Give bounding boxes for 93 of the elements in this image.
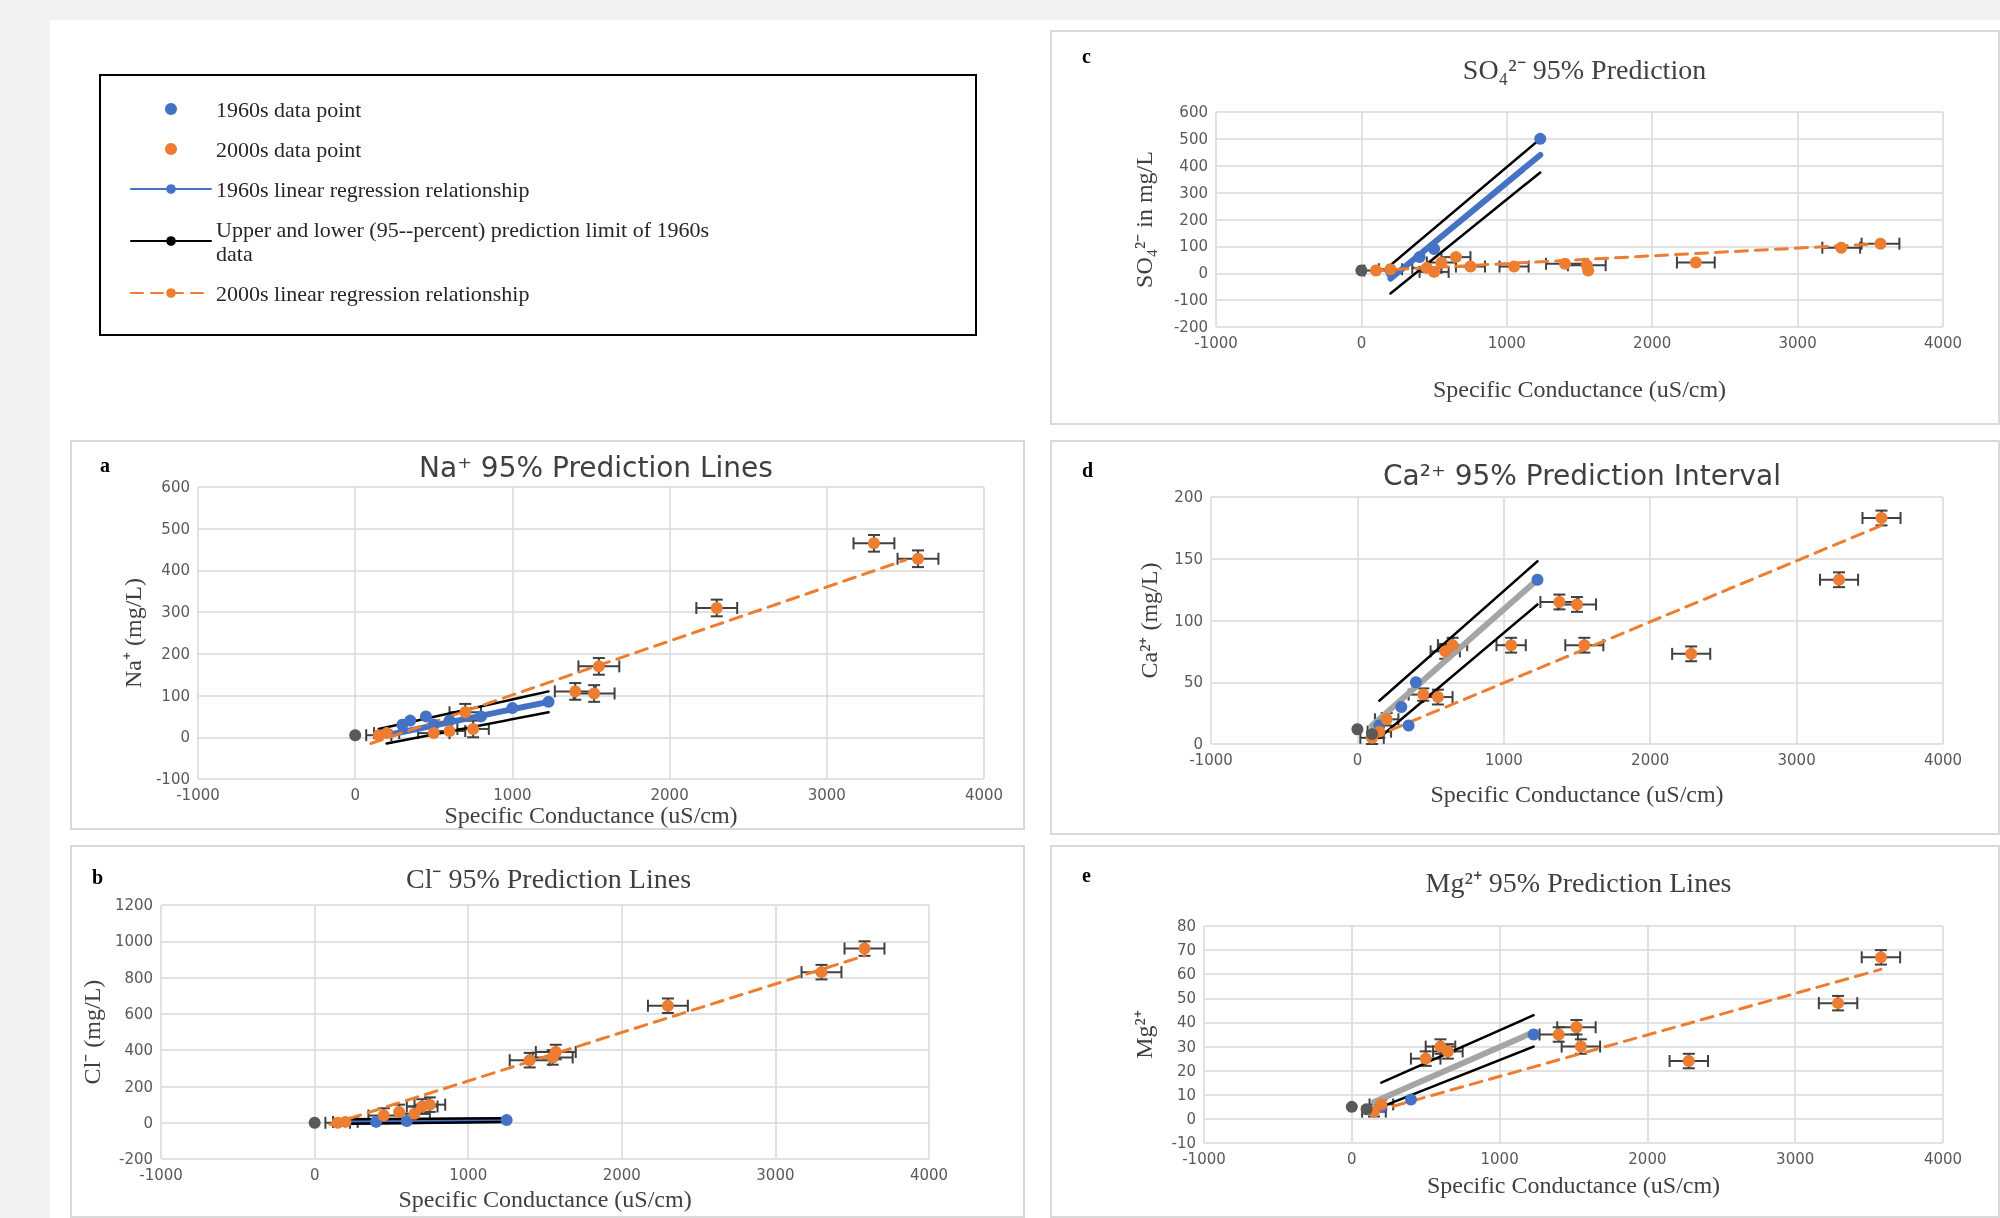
legend-label: 1960s data point: [216, 96, 362, 122]
y-tick-label: 0: [143, 1113, 154, 1132]
x-tick-label: -1000: [1194, 333, 1238, 352]
y-tick-label: 100: [1174, 611, 1203, 630]
chart-title: Cl⁻ 95% Prediction Lines: [405, 862, 692, 894]
text: a: [100, 454, 110, 476]
y-tick-label: 0: [1198, 264, 1208, 283]
y-tick-label: -100: [155, 770, 190, 788]
x-tick-label: 0: [350, 785, 360, 804]
y-tick-label: 100: [161, 686, 190, 705]
x-tick-label: 1000: [449, 1165, 488, 1184]
legend-label: 1960s linear regression relationship: [216, 176, 530, 202]
text: b: [92, 866, 104, 888]
y-tick-label: 10: [1176, 1085, 1196, 1104]
x-tick-label: 3000: [1776, 1149, 1815, 1168]
y-tick-label: 70: [1176, 941, 1196, 960]
x-tick-label: 2000: [1628, 1149, 1667, 1168]
x-axis-title: Specific Conductance (uS/cm): [1432, 376, 1727, 402]
y-tick-label: -200: [1173, 318, 1208, 336]
y-tick-label: 0: [1186, 1109, 1196, 1128]
x-axis-title: Specific Conductance (uS/cm): [1430, 781, 1724, 807]
y-tick-label: 600: [1179, 103, 1208, 121]
y-tick-label: 30: [1176, 1037, 1196, 1056]
text: c: [1082, 45, 1091, 67]
y-tick-label: 60: [1176, 965, 1196, 984]
legend-label: Upper and lower (95--percent) prediction limit of 1960s data: [216, 216, 715, 266]
x-axis-title: Specific Conductance (uS/cm): [444, 801, 738, 828]
x-tick-label: 2000: [1633, 333, 1672, 352]
x-tick-label: -1000: [1182, 1149, 1226, 1168]
y-tick-label: 1000: [114, 932, 154, 951]
x-tick-label: 1000: [493, 785, 532, 804]
y-tick-label: 400: [1179, 156, 1208, 175]
x-tick-label: 4000: [1923, 333, 1963, 352]
y-axis-title: Cl⁻ (mg/L): [79, 979, 105, 1085]
x-tick-label: 2000: [1631, 750, 1670, 769]
x-tick-label: 4000: [909, 1165, 949, 1184]
y-tick-label: 200: [1179, 210, 1208, 229]
x-tick-label: 4000: [964, 785, 1004, 804]
y-tick-label: 50: [1176, 989, 1196, 1008]
x-tick-label: 2000: [650, 785, 689, 804]
chart-title: Ca²⁺ 95% Prediction Interval: [1383, 458, 1781, 492]
y-tick-label: 80: [1176, 917, 1196, 935]
y-tick-label: 300: [1179, 183, 1208, 202]
y-tick-label: 400: [161, 561, 190, 580]
x-tick-label: 3000: [1777, 750, 1816, 769]
y-tick-label: 800: [124, 968, 154, 987]
y-tick-label: -100: [1173, 291, 1208, 310]
chart-title: Na⁺ 95% Prediction Lines: [419, 450, 773, 484]
x-tick-label: 1000: [1487, 333, 1526, 352]
y-tick-label: 100: [1179, 237, 1208, 256]
chart-title: SO₄²⁻ 95% Prediction: [1462, 53, 1707, 85]
y-tick-label: 600: [161, 478, 190, 496]
y-tick-label: 20: [1176, 1061, 1196, 1080]
y-tick-label: 200: [161, 644, 190, 663]
x-tick-label: 0: [309, 1165, 320, 1184]
y-axis-title: Mg²⁺: [1131, 1010, 1157, 1059]
text: e: [1082, 864, 1091, 886]
y-axis-title: Na⁺ (mg/L): [120, 578, 147, 688]
y-tick-label: 150: [1174, 549, 1203, 568]
y-tick-label: 300: [161, 603, 190, 622]
x-tick-label: 1000: [1484, 750, 1523, 769]
x-tick-label: 2000: [602, 1165, 641, 1184]
y-axis-title: Ca²⁺ (mg/L): [1136, 562, 1162, 679]
y-tick-label: 0: [180, 728, 190, 747]
x-tick-label: 4000: [1923, 750, 1963, 769]
y-tick-label: 1200: [114, 896, 154, 914]
x-axis-title: Specific Conductance (uS/cm): [398, 1186, 692, 1212]
y-axis-title: SO₄²⁻ in mg/L: [1131, 151, 1157, 288]
x-tick-label: -1000: [1189, 750, 1233, 769]
x-tick-label: -1000: [176, 785, 220, 804]
y-tick-label: 200: [124, 1077, 154, 1096]
y-tick-label: 0: [1193, 735, 1203, 753]
text: d: [1082, 459, 1094, 481]
y-tick-label: 500: [1179, 129, 1208, 148]
y-tick-label: 200: [1174, 488, 1203, 506]
legend-label: 2000s data point: [216, 136, 362, 162]
x-tick-label: 0: [1352, 750, 1363, 769]
chart-title: Mg²⁺ 95% Prediction Lines: [1425, 866, 1732, 898]
y-tick-label: 50: [1183, 673, 1203, 692]
y-tick-label: 500: [161, 519, 190, 538]
x-tick-label: 3000: [807, 785, 846, 804]
x-tick-label: 0: [1347, 1149, 1357, 1168]
legend-label: 2000s linear regression relationship: [216, 280, 530, 306]
y-tick-label: 400: [124, 1041, 154, 1060]
x-tick-label: 0: [1356, 333, 1367, 352]
y-tick-label: 40: [1176, 1013, 1196, 1032]
x-tick-label: 3000: [1778, 333, 1817, 352]
x-axis-title: Specific Conductance (uS/cm): [1426, 1172, 1721, 1198]
y-tick-label: -10: [1171, 1134, 1196, 1152]
x-tick-label: 3000: [756, 1165, 795, 1184]
x-tick-label: 4000: [1923, 1149, 1963, 1168]
x-tick-label: 1000: [1480, 1149, 1519, 1168]
y-tick-label: 600: [124, 1004, 154, 1023]
